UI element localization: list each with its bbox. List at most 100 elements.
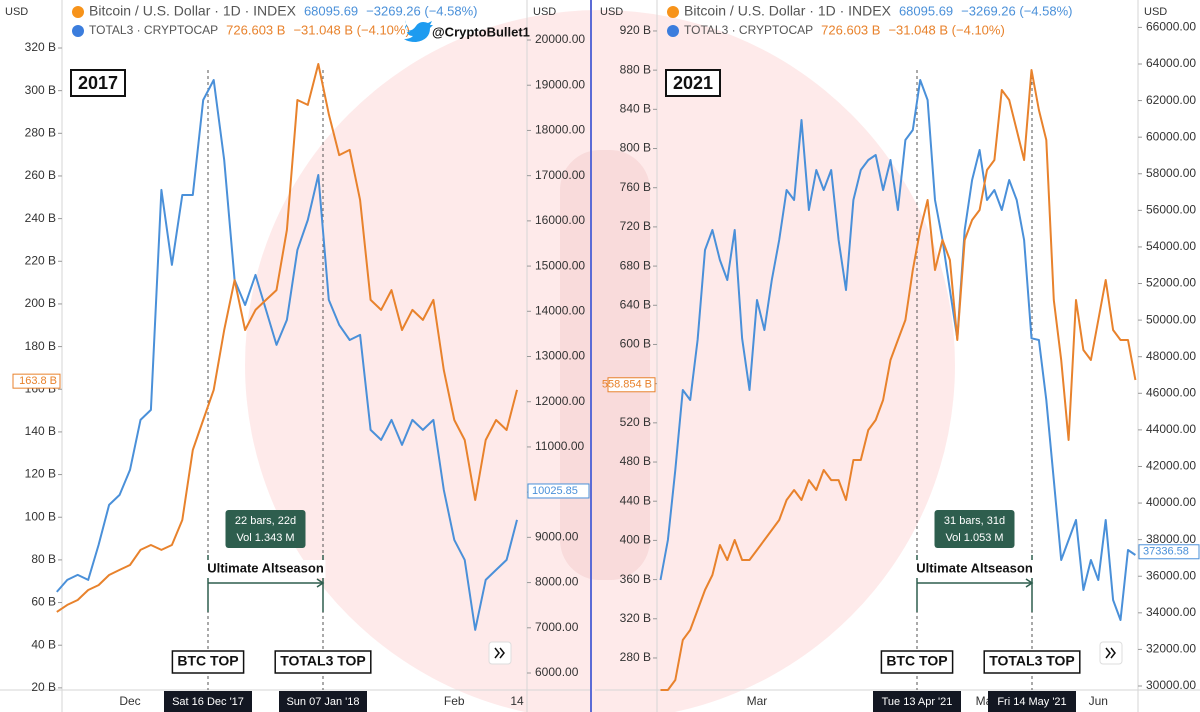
- y-tick-label: 800 B: [620, 141, 651, 155]
- top-label-box: [880, 650, 954, 674]
- date-tag: [873, 691, 961, 712]
- y-tick-label: 100 B: [25, 509, 56, 523]
- legend-icon: [72, 6, 84, 18]
- price-line: [659, 79, 1136, 621]
- y-tick-label: 880 B: [620, 62, 651, 76]
- y2-tick-label: 46000.00: [1146, 385, 1196, 399]
- measure-volume: Vol 1.053 M: [945, 532, 1003, 544]
- y-tick-label: 140 B: [25, 424, 56, 438]
- y2-tick-label: 64000.00: [1146, 56, 1196, 70]
- y2-tick-label: 44000.00: [1146, 422, 1196, 436]
- range-arrowhead: [1025, 578, 1034, 588]
- y2-tick-label: 32000.00: [1146, 642, 1196, 656]
- y2-tick-label: 48000.00: [1146, 349, 1196, 363]
- top-label: BTC TOP: [886, 653, 947, 669]
- measure-box: [225, 510, 306, 548]
- y2-tick-label: 54000.00: [1146, 239, 1196, 253]
- legend-icon: [667, 25, 679, 37]
- y2-tick-label: 17000.00: [535, 168, 585, 182]
- y-tick-label: 180 B: [25, 339, 56, 353]
- y-tick-label: 600 B: [620, 337, 651, 351]
- y2-tick-label: 42000.00: [1146, 459, 1196, 473]
- y2-tick-label: 52000.00: [1146, 276, 1196, 290]
- y2-tick-label: 6000.00: [535, 665, 579, 679]
- year-label: 2021: [673, 73, 713, 93]
- legend-change: −31.048 B (−4.10%): [888, 22, 1004, 37]
- y2-tick-label: 16000.00: [535, 213, 585, 227]
- legend-last: 726.603 B: [226, 22, 285, 37]
- y-tick-label: 440 B: [620, 493, 651, 507]
- price-line: [56, 79, 518, 631]
- price-tag: [12, 373, 61, 389]
- y2-tick-label: 12000.00: [535, 394, 585, 408]
- scroll-button: [1099, 641, 1123, 665]
- y2-tick-label: 56000.00: [1146, 203, 1196, 217]
- range-label-bg: [914, 560, 1035, 578]
- y-tick-label: 400 B: [620, 533, 651, 547]
- y-tick-label: 760 B: [620, 180, 651, 194]
- date-tag: [279, 691, 367, 712]
- price-tag: [527, 483, 590, 499]
- y2-tick-label: 30000.00: [1146, 678, 1196, 692]
- y2-tick-label: 40000.00: [1146, 495, 1196, 509]
- y-tick-label: 240 B: [25, 211, 56, 225]
- x-tick-label: 14: [510, 694, 524, 708]
- y2-tick-label: 15000.00: [535, 258, 585, 272]
- legend-change: −3269.26 (−4.58%): [961, 3, 1072, 18]
- y-tick-label: 920 B: [620, 23, 651, 37]
- y-tick-label: 520 B: [620, 415, 651, 429]
- top-label: TOTAL3 TOP: [280, 653, 366, 669]
- price-tag-label: 37336.58: [1143, 546, 1189, 558]
- legend-icon: [667, 6, 679, 18]
- top-label: TOTAL3 TOP: [989, 653, 1075, 669]
- top-label: BTC TOP: [177, 653, 238, 669]
- y-tick-label: 840 B: [620, 102, 651, 116]
- date-tag-label: Fri 14 May '21: [997, 696, 1066, 708]
- date-tag-label: Tue 13 Apr '21: [882, 696, 953, 708]
- date-tag-label: Sat 16 Dec '17: [172, 696, 244, 708]
- top-label-box: [171, 650, 245, 674]
- legend-last: 68095.69: [304, 3, 358, 18]
- y-tick-label: 20 B: [31, 680, 56, 694]
- year-box: [70, 69, 126, 97]
- price-line: [56, 63, 518, 613]
- y-tick-label: 80 B: [31, 552, 56, 566]
- y-tick-label: 720 B: [620, 219, 651, 233]
- price-tag-label: 163.8 B: [19, 375, 57, 387]
- axis-unit: USD: [1144, 6, 1167, 18]
- measure-volume: Vol 1.343 M: [236, 532, 294, 544]
- y-tick-label: 260 B: [25, 168, 56, 182]
- year-label: 2017: [78, 73, 118, 93]
- legend-icon: [72, 25, 84, 37]
- y2-tick-label: 11000.00: [535, 439, 584, 453]
- y2-tick-label: 36000.00: [1146, 568, 1196, 582]
- legend-name: TOTAL3 · CRYPTOCAP: [684, 23, 813, 37]
- legend-last: 726.603 B: [821, 22, 880, 37]
- y2-tick-label: 60000.00: [1146, 129, 1196, 143]
- y2-tick-label: 14000.00: [535, 303, 585, 317]
- y2-tick-label: 7000.00: [535, 620, 579, 634]
- y-tick-label: 360 B: [620, 572, 651, 586]
- price-tag-label: 558.854 B: [602, 379, 652, 391]
- y-tick-label: 640 B: [620, 297, 651, 311]
- y2-tick-label: 58000.00: [1146, 166, 1196, 180]
- y2-tick-label: 13000.00: [535, 349, 585, 363]
- scroll-icon: [494, 647, 505, 659]
- price-tag: [607, 377, 656, 393]
- y-tick-label: 200 B: [25, 296, 56, 310]
- date-tag-label: Sun 07 Jan '18: [286, 696, 359, 708]
- axis-unit: USD: [600, 6, 623, 18]
- scroll-icon: [1105, 647, 1116, 659]
- y-tick-label: 300 B: [25, 83, 56, 97]
- price-tag-label: 10025.85: [532, 485, 578, 497]
- measure-bars: 31 bars, 31d: [944, 515, 1005, 527]
- y-tick-label: 680 B: [620, 258, 651, 272]
- y2-tick-label: 8000.00: [535, 575, 579, 589]
- legend-name: TOTAL3 · CRYPTOCAP: [89, 23, 218, 37]
- y-tick-label: 40 B: [31, 637, 56, 651]
- x-tick-label: Dec: [119, 694, 140, 708]
- legend-name: Bitcoin / U.S. Dollar · 1D · INDEX: [89, 3, 297, 19]
- y-tick-label: 320 B: [25, 40, 56, 54]
- axis-unit: USD: [5, 6, 28, 18]
